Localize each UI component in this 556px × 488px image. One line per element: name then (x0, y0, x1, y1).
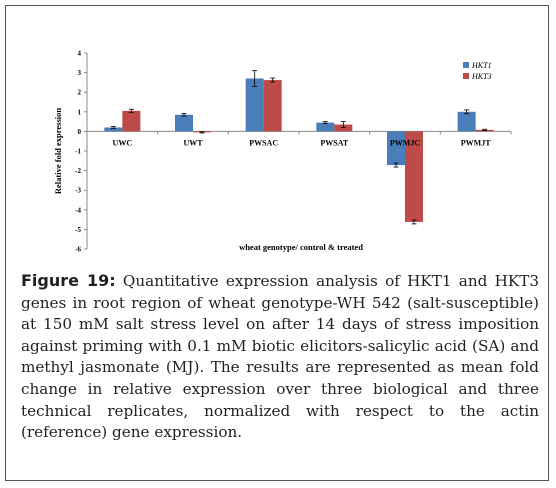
y-tick-label: -6 (75, 246, 81, 254)
y-tick-label: 3 (78, 69, 82, 77)
y-tick-label: 2 (78, 89, 82, 97)
caption-text: Quantitative expression analysis of HKT1… (21, 272, 539, 442)
x-category-label: PWSAT (320, 138, 349, 147)
bar-chart: 4 3 2 1 0 -1 -2 -3 -4 -5 -6 UWC UWT PWSAC PWSAT PWMJC PW… (53, 50, 512, 254)
figure-frame: 4 3 2 1 0 -1 -2 -3 -4 -5 -6 UWC UWT PWSAC PWSAT PWMJC PW… (5, 5, 549, 481)
y-tick-label: 0 (78, 128, 82, 136)
bar-HKT1-PWSAT (316, 122, 335, 132)
figure-label: Figure 19: (21, 271, 116, 290)
y-tick-label: 4 (78, 50, 82, 58)
x-category-label: PWMJC (390, 138, 420, 147)
y-tick-label: -2 (75, 167, 81, 175)
y-tick-label: 1 (78, 108, 82, 116)
legend-swatch-HKT1 (463, 62, 469, 68)
bar-HKT1-UWC (104, 127, 123, 132)
y-tick-label: -3 (75, 187, 81, 195)
bar-HKT3-PWSAT (334, 124, 353, 132)
legend-swatch-HKT3 (463, 73, 469, 79)
y-tick-label: -1 (75, 148, 81, 156)
bar-HKT1-PWMJC (387, 131, 405, 166)
chart-container: 4 3 2 1 0 -1 -2 -3 -4 -5 -6 UWC UWT PWSAC PWSAT PWMJC PW… (24, 24, 534, 262)
bar-HKT1-UWT (175, 114, 193, 132)
x-category-label: UWT (183, 138, 203, 147)
bar-HKT3-UWC (122, 110, 141, 132)
bar-HKT3-PWMJC (405, 131, 423, 222)
bar-HKT1-PWSAC (245, 78, 264, 132)
legend-label-HKT3: HKT3 (471, 72, 492, 81)
bar-HKT3-PWSAC (263, 80, 282, 132)
x-category-label: UWC (113, 138, 133, 147)
bar-HKT1-PWMJT (457, 111, 476, 132)
y-axis-title: Relative fold expression (53, 108, 63, 195)
x-category-label: PWSAC (249, 138, 278, 147)
figure-caption: Figure 19: Quantitative expression analy… (21, 270, 539, 444)
x-axis-title: wheat genotype/ control & treated (239, 242, 363, 252)
legend-label-HKT1: HKT1 (471, 61, 492, 70)
y-tick-label: -5 (75, 226, 81, 234)
x-category-label: PWMJT (461, 138, 491, 147)
y-tick-label: -4 (75, 206, 81, 214)
